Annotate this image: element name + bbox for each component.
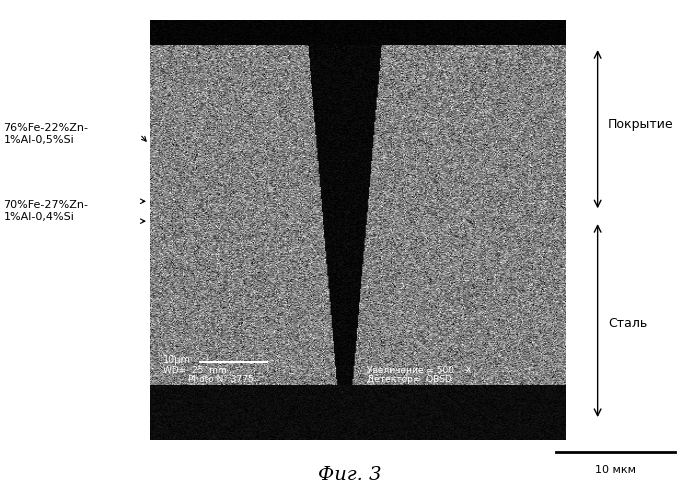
- Text: Photo N° 3775: Photo N° 3775: [188, 375, 254, 384]
- Text: Детектор=  QBSD: Детектор= QBSD: [366, 375, 452, 384]
- Text: 10μm: 10μm: [163, 355, 191, 365]
- Text: 76%Fe-22%Zn-
1%Al-0,5%Si: 76%Fe-22%Zn- 1%Al-0,5%Si: [3, 123, 89, 145]
- Text: Фиг. 3: Фиг. 3: [318, 466, 381, 484]
- Text: 70%Fe-27%Zn-
1%Al-0,4%Si: 70%Fe-27%Zn- 1%Al-0,4%Si: [3, 200, 89, 222]
- Text: 10 мкм: 10 мкм: [595, 465, 635, 475]
- Text: Сталь: Сталь: [608, 317, 647, 330]
- Text: Увеличение = 500    X: Увеличение = 500 X: [366, 366, 471, 375]
- Text: Покрытие: Покрытие: [608, 118, 674, 131]
- Text: WD=  25  mm: WD= 25 mm: [163, 366, 226, 375]
